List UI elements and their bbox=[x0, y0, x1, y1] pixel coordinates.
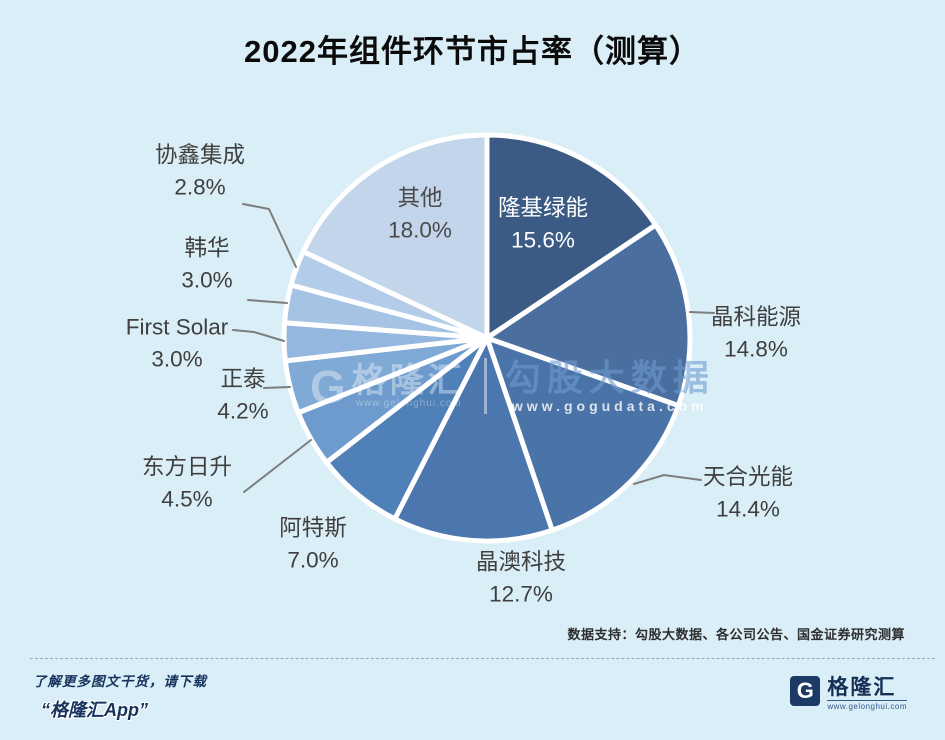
footer-promo: 了解更多图文干货，请下载 “格隆汇App” bbox=[33, 670, 207, 722]
pie-slice-3 bbox=[484, 335, 681, 533]
pie-leader-line-7 bbox=[263, 386, 291, 389]
pie-slice-2 bbox=[484, 222, 693, 409]
footer-app-name: “格隆汇App” bbox=[41, 700, 148, 720]
brand-logo-url: www.gelonghui.com bbox=[827, 700, 907, 712]
footer-divider bbox=[30, 658, 935, 659]
pie-leader-line-6 bbox=[243, 439, 312, 493]
pie-leader-line-2 bbox=[689, 311, 715, 314]
pie-slice-11 bbox=[300, 132, 490, 341]
brand-logo-name: 格隆汇 bbox=[827, 676, 897, 699]
pie-leader-line-3 bbox=[633, 473, 702, 485]
brand-logo-icon: G bbox=[790, 676, 821, 706]
footer-promo-text: 了解更多图文干货，请下载 bbox=[33, 674, 207, 689]
pie-slice-4 bbox=[392, 335, 555, 544]
pie-leader-line-10 bbox=[242, 203, 297, 268]
pie-slice-1 bbox=[484, 132, 659, 341]
pie-leader-line-8 bbox=[232, 329, 285, 342]
pie-leader-line-9 bbox=[247, 299, 288, 304]
data-source-note: 数据支持：勾股大数据、各公司公告、国金证券研究测算 bbox=[567, 627, 905, 642]
brand-logo: G 格隆汇 www.gelonghui.com bbox=[790, 676, 907, 711]
chart-title: 2022年组件环节市占率（测算） bbox=[244, 34, 701, 69]
